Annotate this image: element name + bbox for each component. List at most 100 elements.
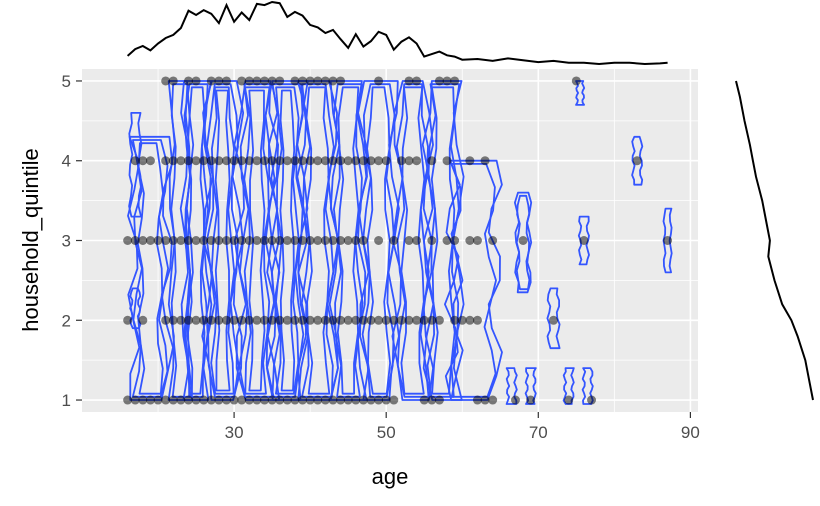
data-point — [358, 315, 368, 325]
data-point — [267, 156, 277, 166]
density-contour — [546, 287, 561, 350]
data-point — [244, 315, 254, 325]
density-contour — [206, 83, 240, 398]
data-point — [434, 76, 444, 86]
data-point — [328, 76, 338, 86]
data-point — [389, 236, 399, 245]
data-point — [221, 315, 231, 325]
data-point — [632, 156, 642, 166]
data-point — [313, 76, 323, 86]
data-point — [260, 76, 270, 86]
density-contour — [562, 367, 575, 405]
data-point — [442, 236, 452, 245]
data-point — [244, 395, 254, 405]
data-point — [199, 156, 209, 166]
data-point — [396, 315, 406, 325]
data-point — [183, 76, 193, 86]
data-point — [244, 76, 254, 86]
data-point — [419, 315, 429, 325]
data-point — [237, 76, 247, 86]
data-point — [290, 315, 300, 325]
density-contour — [248, 89, 266, 392]
density-contour — [357, 80, 400, 401]
x-axis-ticks: 30 50 70 90 — [225, 412, 700, 442]
data-point — [472, 236, 482, 245]
data-point — [221, 236, 231, 245]
scatter-points — [123, 76, 673, 405]
data-point — [427, 315, 437, 325]
data-point — [145, 395, 155, 405]
data-point — [404, 76, 414, 86]
data-point — [305, 76, 315, 86]
data-point — [138, 236, 148, 245]
data-point — [571, 76, 581, 86]
data-point — [161, 156, 171, 166]
data-point — [229, 236, 239, 245]
data-point — [199, 236, 209, 245]
data-point — [336, 395, 346, 405]
density-contour — [214, 89, 231, 392]
data-point — [282, 395, 292, 405]
data-point — [366, 156, 376, 166]
data-point — [358, 236, 368, 245]
data-point — [221, 395, 231, 405]
data-point — [237, 395, 247, 405]
data-point — [191, 395, 201, 405]
density-contour — [577, 215, 590, 266]
data-point — [351, 395, 361, 405]
data-point — [510, 395, 520, 405]
y-tick-label: 4 — [62, 152, 71, 171]
data-point — [381, 395, 391, 405]
data-point — [260, 236, 270, 245]
data-point — [374, 76, 384, 86]
density-contour — [505, 367, 518, 405]
data-point — [389, 395, 399, 405]
data-point — [298, 156, 308, 166]
data-point — [237, 315, 247, 325]
data-point — [336, 236, 346, 245]
data-point — [214, 76, 224, 86]
density-contour — [243, 86, 271, 395]
data-point — [244, 236, 254, 245]
data-point — [328, 236, 338, 245]
data-point — [267, 395, 277, 405]
data-point — [381, 315, 391, 325]
data-point — [434, 315, 444, 325]
data-point — [138, 395, 148, 405]
data-point — [328, 395, 338, 405]
y-axis-ticks: 1 2 3 4 5 — [62, 72, 82, 410]
data-point — [320, 76, 330, 86]
data-point — [206, 76, 216, 86]
density-contour — [336, 86, 360, 395]
data-point — [305, 395, 315, 405]
y-tick-label: 5 — [62, 72, 71, 91]
x-tick-label: 50 — [377, 423, 396, 442]
data-point — [366, 315, 376, 325]
data-point — [176, 315, 186, 325]
data-point — [123, 315, 133, 325]
data-point — [275, 236, 285, 245]
data-point — [252, 236, 262, 245]
data-point — [313, 156, 323, 166]
density-contour — [131, 139, 169, 398]
data-point — [275, 315, 285, 325]
data-point — [199, 395, 209, 405]
data-point — [450, 236, 460, 245]
data-point — [298, 76, 308, 86]
data-point — [374, 315, 384, 325]
data-point — [282, 236, 292, 245]
data-point — [427, 156, 437, 166]
data-point — [229, 315, 239, 325]
data-point — [465, 315, 475, 325]
data-point — [168, 76, 178, 86]
data-point — [252, 76, 262, 86]
data-point — [191, 315, 201, 325]
data-point — [290, 76, 300, 86]
data-point — [282, 315, 292, 325]
data-point — [138, 315, 148, 325]
data-point — [298, 236, 308, 245]
data-point — [214, 236, 224, 245]
density-contour — [366, 86, 391, 395]
data-point — [191, 76, 201, 86]
marginal-x-density-curve — [126, 0, 668, 66]
